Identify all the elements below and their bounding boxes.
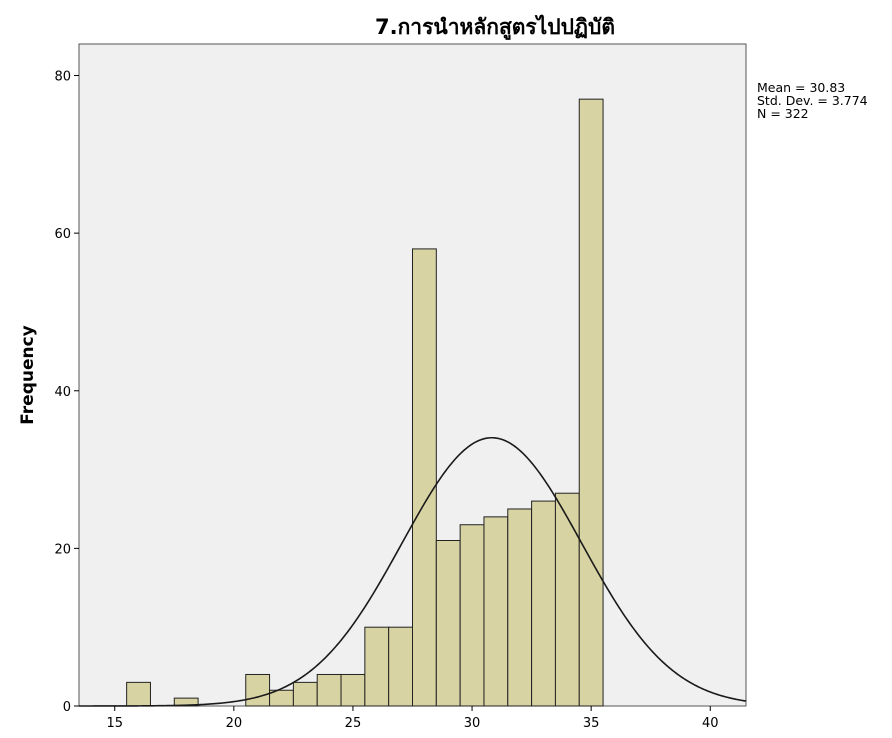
histogram-bar [340, 673, 366, 707]
histogram-bar [578, 98, 604, 707]
stat-std-dev: Std. Dev. = 3.774 [757, 93, 868, 108]
x-tick-label: 30 [464, 716, 481, 731]
histogram-bar [483, 516, 509, 707]
x-tick-label: 35 [583, 716, 600, 731]
x-tick-label: 40 [702, 716, 719, 731]
x-tick-label: 25 [345, 716, 362, 731]
y-tick-label: 80 [54, 70, 71, 85]
chart-title: 7.การนำหลักสูตรไปปฏิบัติ [375, 14, 615, 41]
histogram-bar [292, 681, 318, 707]
stat-mean: Mean = 30.83 [757, 80, 845, 95]
normal-curve [79, 436, 747, 707]
x-tick-label: 20 [226, 716, 243, 731]
histogram-bar [412, 248, 437, 707]
statistics-box: Mean = 30.83 Std. Dev. = 3.774 N = 322 [757, 80, 868, 121]
bars-group [126, 98, 604, 707]
histogram-bar [531, 500, 556, 707]
histogram-bar [435, 540, 461, 707]
histogram-bar [316, 673, 342, 707]
axes-group: 0 20 40 60 80 15 20 25 30 35 40 [54, 70, 718, 731]
y-tick-label: 0 [63, 700, 71, 715]
histogram-bar [173, 697, 199, 707]
histogram-bar [245, 673, 271, 707]
x-tick-label: 15 [106, 716, 123, 731]
histogram-bar [388, 626, 413, 707]
histogram-bar [507, 508, 533, 707]
y-tick-label: 60 [54, 227, 71, 242]
histogram-bar [459, 524, 485, 707]
histogram-bar [126, 681, 151, 707]
histogram-bar [554, 492, 580, 707]
stat-n: N = 322 [757, 106, 809, 121]
y-tick-label: 20 [54, 542, 71, 557]
y-axis-label: Frequency [18, 325, 38, 425]
histogram-bar [364, 626, 390, 707]
y-tick-label: 40 [54, 385, 71, 400]
